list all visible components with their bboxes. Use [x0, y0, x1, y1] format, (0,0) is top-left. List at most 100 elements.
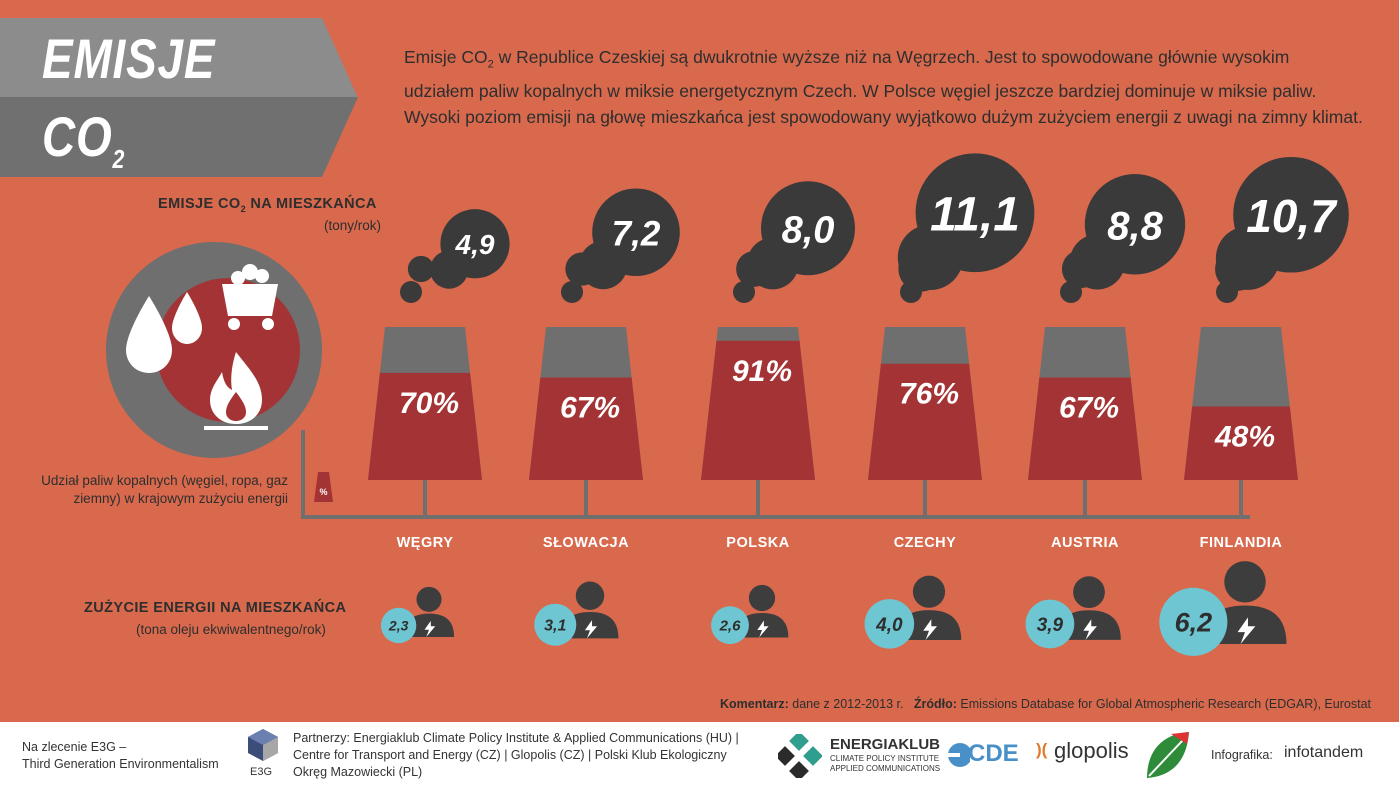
title-band-bottom — [0, 97, 358, 177]
energy-circle — [1159, 587, 1228, 656]
energy-value: 2,6 — [719, 617, 742, 634]
lightning-icon — [424, 620, 436, 637]
pke-leaf-logo-icon — [1147, 732, 1189, 778]
energy-circle — [711, 606, 749, 645]
coal-cart-icon — [222, 264, 278, 330]
partners-text: Partnerzy: Energiaklub Climate Policy In… — [293, 731, 739, 779]
emissions-unit: (tony/rok) — [324, 218, 382, 233]
country-label: AUSTRIA — [1051, 535, 1119, 551]
energy-circle — [380, 607, 417, 644]
energy-value: 6,2 — [1175, 607, 1213, 637]
emission-smoke: 7,2 — [561, 188, 680, 303]
fossil-share-label: 67% — [560, 391, 620, 424]
infographic-svg: % 70% 67% 91% 76% 67% 48% 4,9 7,2 8,0 11,1 8,8 10,… — [106, 153, 1349, 656]
emission-value: 8,0 — [782, 209, 835, 251]
country-label: POLSKA — [726, 535, 790, 551]
gas-flame-icon — [204, 352, 268, 430]
emissions-heading: EMISJE CO2 NA MIESZKAŃCA — [158, 196, 377, 214]
energy-circle — [534, 603, 577, 646]
oil-drop-small-icon — [172, 292, 202, 344]
fossil-share-note: Udział paliw kopalnych (węgiel, ropa, ga… — [41, 473, 288, 506]
e3g-logo-icon — [248, 729, 278, 761]
fossil-share-fill — [1028, 377, 1142, 480]
energy-unit: (tona oleju ekwiwalentnego/rok) — [136, 622, 326, 637]
energy-consumption-marker: 3,1 — [534, 581, 619, 646]
lightning-icon — [584, 620, 598, 639]
commission-text: Na zlecenie E3G – Third Generation Envir… — [22, 740, 219, 771]
energy-value: 3,9 — [1037, 615, 1064, 636]
infographic-credit-label: Infografika: — [1211, 748, 1273, 762]
pipe-stub — [923, 480, 927, 517]
energy-consumption-marker: 4,0 — [864, 575, 962, 649]
energy-circle — [1025, 599, 1075, 649]
pipe-stub — [423, 480, 427, 517]
chimney: 67% — [529, 327, 643, 480]
oil-drop-icon — [126, 296, 172, 373]
energy-consumption-marker: 2,3 — [380, 586, 455, 644]
energy-heading: ZUŻYCIE ENERGII NA MIESZKAŃCA — [84, 600, 347, 616]
country-label: FINLANDIA — [1199, 535, 1283, 551]
pipe-stub — [1083, 480, 1087, 517]
person-icon — [575, 581, 605, 610]
lightning-icon — [923, 619, 938, 640]
emission-value: 8,8 — [1107, 204, 1163, 248]
person-icon — [1073, 576, 1105, 609]
e3g-logo-text: E3G — [250, 766, 273, 778]
fossil-share-label: 76% — [899, 378, 959, 411]
energiaklub-logo-icon — [778, 734, 822, 778]
country-label: SŁOWACJA — [542, 535, 630, 551]
fossil-share-fill — [529, 377, 643, 480]
fossil-share-label: 91% — [732, 355, 792, 388]
emission-smoke: 8,0 — [733, 181, 855, 303]
emission-value: 11,1 — [930, 189, 1020, 242]
energy-circle — [864, 599, 915, 649]
chimney: 48% — [1184, 327, 1298, 480]
cde-logo-icon — [946, 743, 970, 767]
svg-text:%: % — [319, 487, 327, 497]
fossil-share-fill — [868, 363, 982, 480]
lightning-icon — [1083, 619, 1097, 640]
fossil-share-label: 70% — [399, 387, 459, 420]
energiaklub-sub1: CLIMATE POLICY INSTITUTE — [830, 754, 940, 763]
pipe-stub — [1239, 480, 1243, 517]
country-label: CZECHY — [893, 535, 957, 551]
energy-value: 4,0 — [875, 615, 903, 636]
emission-smoke: 11,1 — [897, 153, 1035, 303]
title-band-top — [0, 18, 358, 98]
energy-consumption-marker: 6,2 — [1159, 561, 1287, 656]
intro-paragraph: Emisje CO2 w Republice Czeskiej są dwukr… — [404, 47, 1363, 127]
emission-smoke: 8,8 — [1060, 174, 1186, 303]
page-title-line2: CO2 — [42, 105, 126, 174]
fossil-fuels-legend-icon — [106, 242, 322, 458]
footnote: Komentarz: dane z 2012-2013 r. Źródło: E… — [720, 697, 1371, 711]
country-label: WĘGRY — [396, 535, 454, 551]
chimney: 70% — [368, 327, 482, 480]
energy-value: 3,1 — [544, 618, 566, 635]
cde-logo-text: CDE — [968, 740, 1019, 767]
emission-value: 7,2 — [612, 214, 661, 253]
energy-consumption-marker: 3,9 — [1025, 576, 1121, 649]
chimney: 76% — [868, 327, 982, 480]
pipe-stub — [584, 480, 588, 517]
emission-smoke: 10,7 — [1215, 156, 1349, 303]
chimney: 91% — [701, 327, 815, 480]
person-icon — [912, 575, 946, 608]
fossil-share-label: 48% — [1214, 421, 1275, 454]
glopolis-mark-icon: )( — [1036, 740, 1048, 759]
page-title-line1: EMISJE — [42, 27, 216, 90]
fossil-share-fill — [1184, 406, 1298, 480]
energiaklub-sub2: APPLIED COMMUNICATIONS — [830, 764, 941, 773]
energy-consumption-marker: 2,6 — [711, 584, 789, 645]
fossil-share-legend-chimney: % — [314, 472, 333, 502]
emission-value: 10,7 — [1246, 190, 1338, 242]
fossil-share-label: 67% — [1059, 391, 1119, 424]
emission-smoke: 4,9 — [400, 209, 510, 303]
person-icon — [1224, 561, 1266, 603]
person-icon — [748, 584, 776, 612]
lightning-icon — [757, 620, 769, 638]
energy-value: 2,3 — [388, 617, 409, 633]
footer: Na zlecenie E3G – Third Generation Envir… — [0, 722, 1399, 787]
person-icon — [416, 586, 442, 612]
lightning-icon — [1237, 617, 1256, 644]
emission-value: 4,9 — [455, 229, 495, 260]
